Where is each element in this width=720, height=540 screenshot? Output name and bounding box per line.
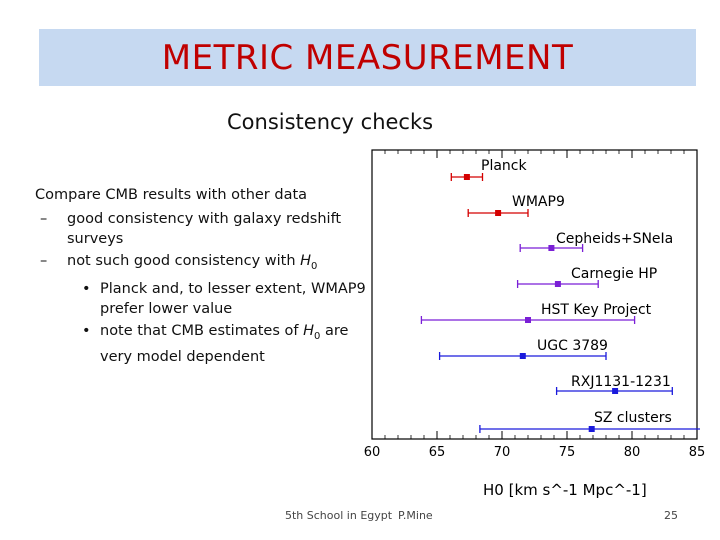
x-tick-label: 70 [494,445,511,460]
point-cepheids-sneia [548,245,555,251]
slide-subtitle: Consistency checks [227,110,434,134]
bullet-sub-2-prefix: note that CMB estimates of [100,322,304,339]
label-carnegie-hp: Carnegie HP [571,266,657,282]
point-sz-clusters [588,426,595,432]
point-rxj1131-1231 [612,388,619,394]
footer-page: 25 [664,509,678,522]
dash-marker: – [40,253,48,269]
bullet-sub-2-sub: 0 [313,330,321,342]
dot-marker: • [82,322,91,339]
label-ugc-3789: UGC 3789 [537,338,608,354]
bullet-dash-2-var: H [300,253,312,269]
x-axis-label: H0 [km s^-1 Mpc^-1] [483,481,647,499]
x-tick-label: 65 [429,445,446,460]
dash-marker: – [40,211,48,227]
label-hst-key-project: HST Key Project [541,302,652,318]
title-bar: METRIC MEASUREMENT [39,29,696,86]
point-ugc-3789 [519,353,526,359]
label-wmap9: WMAP9 [512,194,565,210]
bullet-dash-1-text: good consistency with galaxy redshift su… [67,211,342,247]
plot-frame [371,149,698,440]
label-cepheids-sneia: Cepheids+SNeIa [556,231,673,247]
slide-title: METRIC MEASUREMENT [161,37,574,78]
bullet-dash-2: – not such good consistency with H0 [35,251,370,277]
point-planck [463,174,470,180]
bullet-dash-2-sub: 0 [311,260,318,272]
bullet-dash-1: – good consistency with galaxy redshift … [35,209,370,249]
x-tick-label: 80 [624,445,641,460]
h0-chart: 60 65 70 75 80 85 Planck WMAP9 Cepheids+SNeIa Car… [364,149,706,499]
bullet-sub-2: • note that CMB estimates of H0 are very… [35,321,370,367]
footer-event: 5th School in Egypt [285,509,393,522]
bullet-sub-1-text: Planck and, to lesser extent, WMAP9 pref… [100,280,366,317]
dot-marker: • [82,280,91,297]
bullet-main: Compare CMB results with other data [35,187,308,203]
bullet-sub-2-var: H [303,322,314,339]
point-carnegie-hp [554,281,561,287]
label-planck: Planck [481,158,527,174]
x-tick-label: 60 [364,445,381,460]
label-rxj1131-1231: RXJ1131-1231 [571,374,671,390]
label-sz-clusters: SZ clusters [594,410,672,426]
bullet-sub-1: • Planck and, to lesser extent, WMAP9 pr… [35,279,370,319]
footer-author: P.Mine [398,509,433,522]
bullet-dash-2-prefix: not such good consistency with [67,253,301,269]
point-hst-key-project [525,317,531,323]
bullet-list: Compare CMB results with other data – go… [35,185,370,369]
bullet-sub-2-suffix: are very model dependent [100,322,349,365]
point-wmap9 [495,210,502,216]
x-tick-label: 85 [689,445,706,460]
x-tick-label: 75 [559,445,576,460]
